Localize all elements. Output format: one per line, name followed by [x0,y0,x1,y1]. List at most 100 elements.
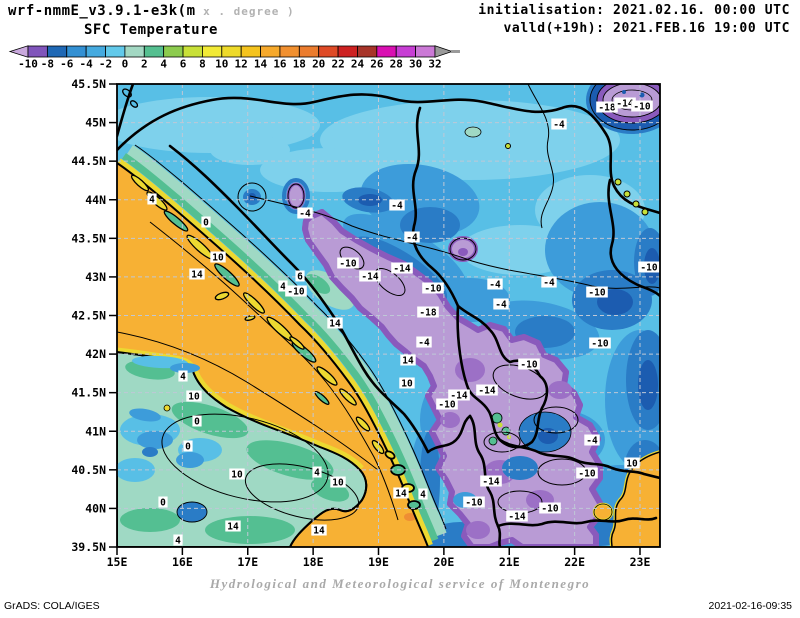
country-borders [117,84,660,547]
colorbar-tick-label: 6 [180,58,187,71]
contour-label-text: -4 [299,209,311,220]
colorbar-segment [376,45,397,58]
contour-label-box [463,496,485,508]
model-title: wrf-nmmE_v3.9.1-e3k(m x . degree ) [8,3,295,19]
contour-label-text: -14 [508,512,525,523]
contour-label-box [476,384,498,396]
contour-label-text: 10 [188,392,200,403]
lon-axis-label: 19E [368,555,389,569]
colorbar-tick-label: 22 [331,58,344,71]
contour-label-box [158,496,168,508]
axis-labels: 45.5N 45N 44.5N 44N 43.5N 43N 42.5N 42N 41.5N 41N… [71,77,650,569]
contour-label-text: -10 [640,263,657,274]
contour-label-box [418,488,428,500]
contour-label-text: -14 [616,99,633,110]
contour-label-text: -10 [541,504,558,515]
grads-credit: GrADS: COLA/IGES [4,600,100,612]
colorbar-segment [66,45,87,58]
service-caption: Hydrological and Meteorological service … [209,576,591,591]
init-time-label: initialisation: 2021.02.16. 00:00 UTC [478,3,790,18]
lat-axis-label: 45.5N [71,77,106,91]
contour-label-box [399,377,415,389]
creation-timestamp: 2021-02-16-09:35 [708,600,792,612]
contour-label-text: 0 [160,498,166,509]
contour-label-text: -14 [393,264,410,275]
contour-label-text: -18 [598,103,615,114]
contour-label-text: 4 [314,468,320,479]
field-title: SFC Temperature [84,22,218,38]
contour-label-text: -10 [591,339,608,350]
contour-label-text: 4 [280,282,286,293]
lat-axis-label: 40.5N [71,463,106,477]
contour-label-box [584,434,600,446]
lat-axis-label: 44.5N [71,154,106,168]
contour-label-box [311,524,327,536]
colorbar-tick-label: 32 [428,58,441,71]
contour-label-box [297,207,313,219]
contour-label-text: 14 [329,319,341,330]
contour-label-text: -4 [406,233,418,244]
contour-label-box [551,118,567,130]
contour-label-box [327,317,343,329]
contour-label-text: 10 [212,253,224,264]
colorbar-right-arrow-tail [450,50,460,53]
lat-axis-label: 42N [85,347,106,361]
contour-label-box [285,285,307,297]
lon-axis-label: 16E [172,555,193,569]
colorbar-tick-label: 26 [370,58,384,71]
colorbar-segment [240,45,261,58]
contour-label-box [278,280,288,292]
lon-axis-label: 21E [499,555,520,569]
contour-label-text: 0 [185,442,191,453]
contour-label-text: -14 [361,272,378,283]
contour-label-box [448,389,470,401]
colorbar-segment [202,45,223,58]
lon-axis-label: 15E [107,555,128,569]
colorbar-right-arrow [434,45,454,58]
contour-label-text: 4 [175,536,181,547]
colorbar-tick-label: 8 [199,58,206,71]
contour-label-box [541,276,557,288]
contour-label-text: -10 [339,259,356,270]
contour-label-box [436,398,458,410]
colorbar-segment [46,45,68,58]
colorbar-segment [415,45,436,58]
contour-label-text: -10 [633,102,650,113]
contour-label-text: 0 [203,218,209,229]
contour-label-box [189,268,205,280]
contour-label-text: 14 [227,522,239,533]
colorbar-segment [124,45,145,58]
colorbar-segment [395,45,417,58]
contour-label-text: 10 [332,478,344,489]
contour-label-text: -14 [478,386,495,397]
contour-label-text: -14 [482,477,499,488]
contour-label-text: 6 [297,272,303,283]
contour-label-box [539,502,561,514]
contour-label-text: 14 [402,356,414,367]
lat-axis-label: 39.5N [71,540,106,554]
contour-label-box [596,101,618,113]
colorbar-tick-label: 28 [390,58,403,71]
contour-label-box [225,520,241,532]
lon-axis-label: 20E [433,555,454,569]
colorbar-segment [298,45,320,58]
colorbar-segment [357,45,378,58]
contour-label-box [312,466,322,478]
colorbar-tick-label: -6 [60,58,74,71]
contour-label-text: 4 [420,490,426,501]
colorbar-tick-label: 2 [141,58,148,71]
colorbar-tick-label: -4 [80,58,94,71]
contour-label-text: 10 [401,379,413,390]
contour-label-text: -14 [450,391,467,402]
model-title-units: x . degree ) [195,5,295,18]
colorbar-segment [163,45,184,58]
lon-axis-label: 22E [564,555,585,569]
contour-label-text: -10 [424,284,441,295]
lon-axis-label: 17E [237,555,258,569]
contour-label-text: 14 [313,526,325,537]
colorbar-tick-label: -2 [99,58,112,71]
contour-label-text: -10 [465,498,482,509]
contour-label-box [487,278,503,290]
